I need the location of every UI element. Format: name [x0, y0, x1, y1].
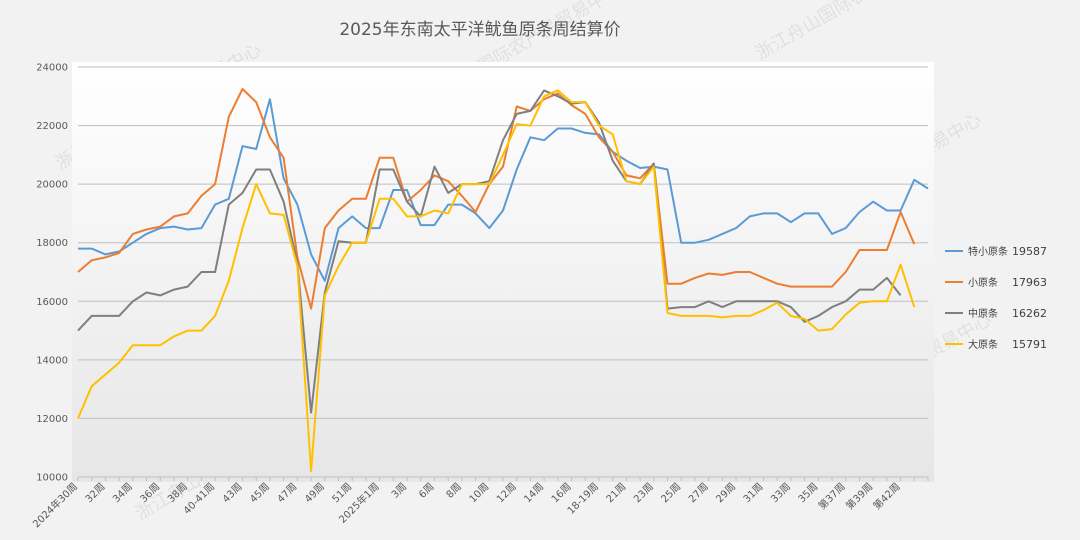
legend-label: 小原条 — [968, 276, 998, 289]
legend-label: 特小原条 — [968, 245, 1008, 258]
series-line-1 — [78, 98, 929, 282]
legend-label: 大原条 — [968, 338, 998, 351]
legend: 特小原条 19587 小原条 17963 中原条 16262 大原条 15791 — [945, 245, 1047, 351]
legend-value: 16262 — [1012, 307, 1047, 320]
y-tick-label: 24000 — [36, 63, 68, 74]
y-tick-label: 12000 — [36, 414, 68, 425]
series-line-4 — [77, 89, 916, 473]
series-lines — [77, 88, 929, 473]
y-tick-label: 10000 — [36, 473, 68, 484]
y-tick-label: 14000 — [36, 355, 68, 366]
chart-title: 2025年东南太平洋鱿鱼原条周结算价 — [339, 20, 620, 40]
legend-value: 17963 — [1012, 276, 1047, 289]
legend-value: 19587 — [1012, 245, 1047, 258]
series-line-3 — [77, 89, 902, 414]
series-line-2 — [77, 88, 916, 310]
y-axis: 10000 12000 14000 16000 18000 20000 22000 24000 — [36, 63, 68, 484]
legend-label: 中原条 — [968, 307, 998, 320]
legend-value: 15791 — [1012, 338, 1047, 351]
y-tick-label: 20000 — [36, 180, 68, 191]
y-tick-label: 16000 — [36, 297, 68, 308]
y-tick-label: 18000 — [36, 238, 68, 249]
y-tick-label: 22000 — [36, 121, 68, 132]
